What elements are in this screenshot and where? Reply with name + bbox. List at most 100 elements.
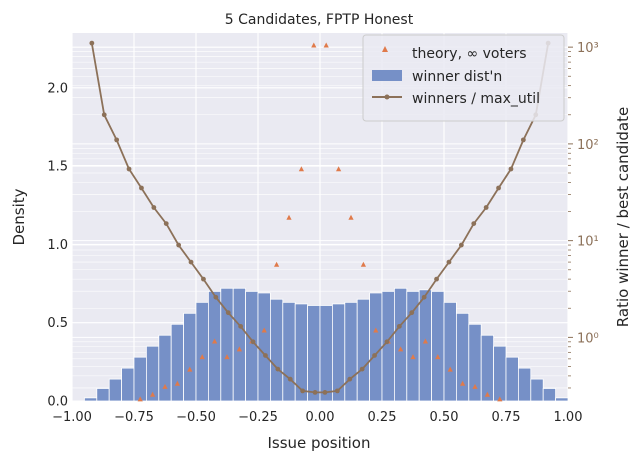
histogram-bar [195, 301, 209, 402]
legend-bars-swatch [372, 70, 402, 81]
y-axis-label: Density [10, 188, 28, 245]
ratio-point [434, 276, 439, 282]
ratio-series-line [90, 42, 550, 394]
ratio-point [188, 259, 194, 265]
theory-point [212, 338, 218, 344]
ratio-point [201, 276, 206, 282]
histogram-bar [480, 334, 495, 402]
y-tick-label: 2.0 [47, 81, 68, 96]
x-tick-label: −0.75 [114, 410, 154, 425]
histogram-bar [344, 301, 358, 402]
ratio-point [359, 366, 365, 372]
ratio-point [458, 242, 464, 248]
histogram-bar [468, 323, 482, 402]
ratio-line [89, 40, 551, 395]
histogram-bar [530, 378, 544, 402]
theory-point [472, 383, 478, 389]
histogram-bar [431, 290, 445, 402]
y-tick-label: 1.5 [47, 160, 68, 175]
legend-theory-marker [382, 46, 388, 52]
histogram-bar [418, 289, 433, 402]
theory-point [360, 261, 366, 267]
ratio-point [126, 166, 132, 172]
histogram-bar [269, 298, 284, 402]
histogram-bar [356, 298, 371, 402]
ratio-point [176, 242, 182, 248]
chart-title: 5 Candidates, FPTP Honest [225, 12, 414, 28]
ratio-point [225, 310, 231, 316]
x-axis-label: Issue position [268, 434, 371, 452]
theory-point [460, 380, 466, 386]
ratio-point [101, 112, 107, 118]
ratio-point [263, 353, 268, 358]
legend-line-marker [384, 94, 390, 100]
y2-tick-label: 10¹ [577, 235, 599, 250]
histogram-bar [455, 312, 470, 402]
legend-theory-label: theory, ∞ voters [412, 46, 527, 62]
y-tick-label: 0.5 [47, 316, 68, 331]
legend: theory, ∞ voters winner dist'n winners /… [362, 34, 565, 122]
theory-point [422, 338, 428, 344]
ratio-point [287, 376, 293, 382]
theory-point [150, 391, 156, 397]
axes-labels: −1.00 −0.75 −0.50 −0.25 0.00 0.25 0.50 0.75 1.00… [47, 41, 598, 425]
ratio-point [347, 376, 353, 382]
theory-point [298, 166, 304, 172]
theory-point [348, 214, 354, 220]
histogram-bar [133, 356, 147, 402]
ratio-point [471, 221, 477, 226]
legend-bars-label: winner dist'n [412, 69, 502, 85]
y-tick-label: 0.0 [47, 395, 68, 410]
ratio-point [114, 137, 120, 143]
x-tick-label: −0.50 [176, 410, 216, 425]
ratio-point [139, 185, 144, 191]
theory-point [236, 346, 242, 352]
theory-point [336, 166, 342, 172]
theory-point [162, 383, 168, 389]
theory-point [410, 354, 416, 360]
ratio-point [508, 166, 514, 172]
theory-point [174, 380, 180, 386]
theory-point [187, 366, 193, 372]
histogram-bar [369, 292, 383, 402]
x-tick-label: 0.00 [306, 410, 335, 425]
theory-point [435, 354, 441, 360]
histogram-bar [493, 345, 507, 402]
histogram-bar [108, 378, 122, 402]
ratio-point [496, 185, 501, 191]
x-tick-label: −0.25 [238, 410, 278, 425]
histogram-bar [505, 356, 519, 402]
histogram-bar [319, 305, 333, 402]
x-tick-label: 0.25 [368, 410, 397, 425]
ratio-point [520, 137, 526, 143]
theory-markers [137, 42, 503, 402]
ratio-point [409, 310, 415, 316]
histogram-bar [207, 290, 222, 402]
theory-point [323, 42, 329, 48]
theory-point [373, 327, 379, 333]
ratio-point [334, 388, 340, 394]
theory-point [224, 354, 230, 360]
histogram-bar [84, 397, 98, 402]
x-tick-label: 1.00 [554, 410, 583, 425]
y2-axis-label: Ratio winner / best candidate [614, 107, 632, 327]
ratio-point [372, 353, 377, 358]
ratio-point [483, 205, 489, 210]
ratio-point [384, 339, 390, 345]
histogram-bars [84, 287, 569, 402]
theory-point [311, 42, 317, 48]
legend-frame [362, 34, 565, 122]
ratio-point [275, 366, 281, 372]
ratio-point [396, 323, 402, 329]
theory-point [286, 214, 292, 220]
y2-tick-label: 10² [577, 138, 599, 153]
ratio-point [300, 388, 306, 394]
ratio-point [213, 294, 219, 300]
theory-point [137, 396, 143, 402]
histogram-bar [542, 388, 557, 402]
histogram-bar [307, 305, 321, 402]
ratio-point [89, 40, 95, 46]
y2-tick-label: 10⁰ [577, 331, 599, 346]
ratio-point [163, 221, 169, 226]
